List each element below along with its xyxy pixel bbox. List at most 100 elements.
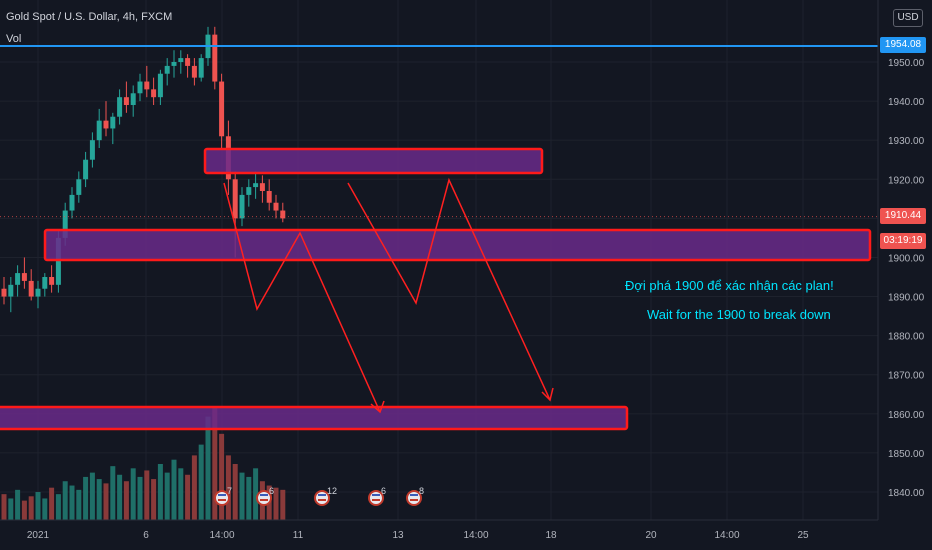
volume-bar [103,483,109,520]
candle-body [8,284,14,297]
event-marker: 8 [406,486,424,506]
volume-bar [8,498,14,520]
volume-bar [42,498,48,520]
volume-bar [151,479,157,520]
candle-body [96,120,102,141]
candle [83,151,89,188]
time-tick-label: 20 [645,530,657,541]
volume-bar [110,466,116,520]
time-tick-label: 14:00 [714,530,739,541]
flag-stripe [410,499,418,501]
volume-bar [21,500,27,520]
volume-bar [123,481,129,520]
candle-body [35,288,41,297]
flag-stripe [410,494,418,496]
chart-legend: Gold Spot / U.S. Dollar, 4h, FXCM Vol [6,11,173,45]
candle-body [144,81,150,90]
candle-body [130,93,136,105]
symbol-title[interactable]: Gold Spot / U.S. Dollar, 4h, FXCM [6,11,173,23]
volume-bar [62,481,68,520]
candle-body [253,183,259,188]
candle [246,179,252,207]
candle-body [123,97,129,105]
candle [35,280,41,309]
volume-bar [117,474,123,520]
price-tick-label: 1880.00 [888,332,925,343]
volume-bar [225,455,231,520]
volume-bar [171,459,177,520]
price-tick-label: 1940.00 [888,97,925,108]
event-count: 6 [381,486,386,496]
price-tick-label: 1930.00 [888,136,925,147]
resistance-price-tag: 1954.08 [880,37,926,53]
candle [273,194,279,219]
projection-path [223,182,381,413]
candle [157,69,163,105]
candle-body [239,194,245,219]
candle-body [49,277,55,285]
volume-bar [83,476,89,520]
candle-body [246,187,252,195]
volume-bar [185,474,191,520]
arrow-head [541,387,554,402]
candle-body [103,120,109,129]
last-price-tag: 1910.44 [880,208,926,224]
candle [144,65,150,98]
volume-bar [69,485,75,520]
event-marker: 6 [368,486,386,506]
candle-body [232,179,238,219]
time-tick-label: 14:00 [463,530,488,541]
event-count: 8 [419,486,424,496]
time-tick-label: 13 [392,530,404,541]
candle [191,58,197,86]
candle-body [212,34,218,82]
time-tick-label: 18 [545,530,557,541]
zone-rect [203,147,544,175]
candle [151,77,157,105]
volume-bar [1,494,7,520]
price-tick-label: 1860.00 [888,410,925,421]
volume-indicator-label[interactable]: Vol [6,33,22,45]
candle [266,179,272,211]
event-marker: 6 [256,486,274,506]
time-tick-label: 11 [293,530,304,541]
time-axis: 2021 6 14:00 11 13 14:00 18 20 14:00 25 [0,519,878,550]
candle [89,132,95,168]
volume-bar [28,496,34,520]
volume-bar [130,468,136,520]
event-marker: 7 [214,486,232,506]
time-tick-label: 25 [797,530,809,541]
flag-stripe [218,499,226,501]
price-tick-label: 1920.00 [888,175,925,186]
candle [259,175,265,203]
candle [1,277,7,305]
currency-button[interactable]: USD [893,9,923,27]
volume-bar [144,470,150,520]
price-axis: 1950.001940.001930.001920.001910.001900.… [877,0,932,550]
volume-bar [212,408,218,520]
candle [96,108,102,148]
price-tick-label: 1840.00 [888,488,925,499]
candle-body [164,65,170,74]
flag-stripe [260,499,268,501]
candle-body [219,81,225,137]
volume-bar [76,489,82,520]
event-count: 7 [227,486,232,496]
candle-body [69,194,75,211]
volume-bar [137,476,143,520]
candle-body [259,183,265,191]
candle-body [83,159,89,180]
candle-body [55,237,61,285]
note-english: Wait for the 1900 to break down [647,307,831,322]
candle-body [28,280,34,297]
volume-bar [239,472,245,520]
candle [253,171,259,199]
volume-bar [35,492,41,520]
volume-bars [1,408,286,520]
volume-bar [157,464,163,520]
price-tick-label: 1950.00 [888,58,925,69]
candle [130,85,136,117]
flag-stripe [218,494,226,496]
candle-body [198,58,204,78]
